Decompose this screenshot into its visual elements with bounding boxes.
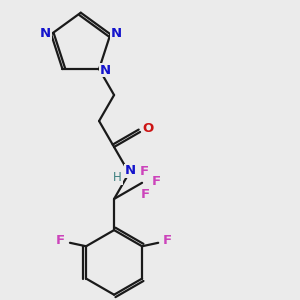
Text: F: F [141, 188, 150, 201]
Text: H: H [113, 171, 122, 184]
Text: N: N [125, 164, 136, 177]
Text: F: F [151, 175, 160, 188]
Text: F: F [56, 234, 65, 247]
Text: N: N [40, 27, 51, 40]
Text: F: F [163, 234, 172, 247]
Text: N: N [111, 27, 122, 40]
Text: O: O [142, 122, 154, 135]
Text: F: F [140, 165, 149, 178]
Text: N: N [99, 64, 110, 77]
